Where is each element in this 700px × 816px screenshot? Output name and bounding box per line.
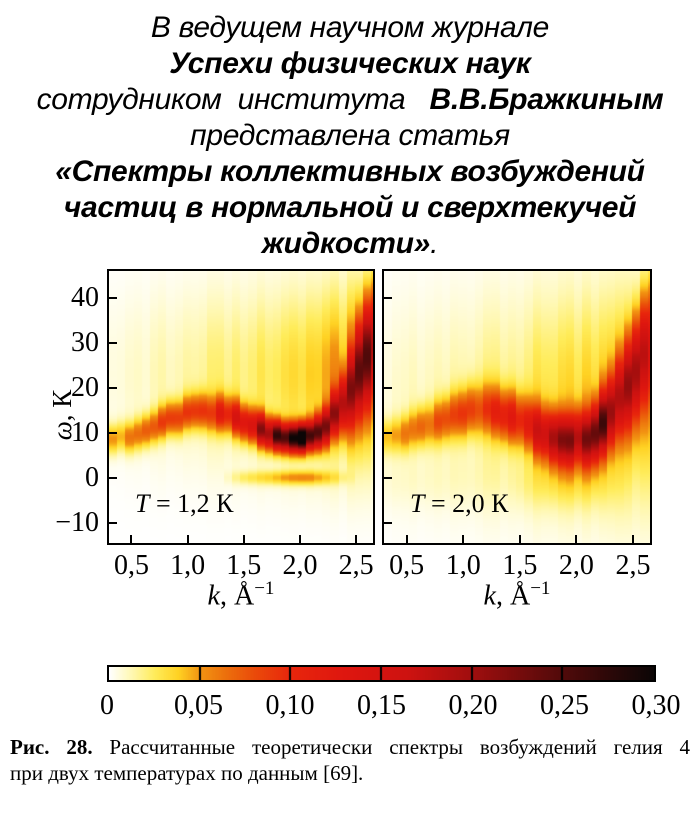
colorbar-tick-label: 0,05 bbox=[174, 690, 223, 721]
x-axis-label-right: k, Å−1 bbox=[382, 578, 652, 612]
header-text-bold: Успехи физических наук bbox=[169, 47, 531, 80]
x-axis-tick bbox=[405, 535, 408, 543]
k-symbol: k bbox=[483, 580, 496, 612]
x-axis-tick bbox=[130, 535, 133, 543]
x-axis-tick bbox=[355, 535, 358, 543]
header-text-bold: В.В.Бражкиным bbox=[429, 83, 664, 116]
colorbar-canvas bbox=[109, 667, 654, 680]
y-axis-tick bbox=[384, 341, 392, 344]
t-value: = 2,0 К bbox=[424, 489, 509, 518]
colorbar-tick-label: 0 bbox=[100, 690, 114, 721]
y-axis-tick bbox=[384, 476, 392, 479]
x-tick-label: 1,0 bbox=[170, 550, 206, 581]
x-axis-unit: , Å bbox=[219, 580, 255, 612]
y-axis-tick bbox=[384, 296, 392, 299]
y-axis-tick bbox=[109, 386, 117, 389]
caption-line-2: при двух температурах по данным [69]. bbox=[10, 761, 364, 785]
header-line: жидкости». bbox=[0, 226, 700, 262]
x-axis-exponent: −1 bbox=[530, 578, 551, 599]
colorbar-tick-label: 0,20 bbox=[448, 690, 498, 721]
header-text-bold: частиц в нормальной и сверхтекучей bbox=[63, 191, 637, 224]
header-text: . bbox=[430, 227, 439, 260]
x-axis-tick bbox=[242, 535, 245, 543]
y-tick-label: 40 bbox=[71, 281, 99, 313]
t-symbol: T bbox=[135, 489, 150, 518]
y-axis-tick bbox=[109, 521, 117, 524]
header-text-bold: «Спектры коллективных возбуждений bbox=[55, 155, 645, 188]
caption-number: Рис. 28. bbox=[10, 735, 93, 759]
x-tick-label: 1,5 bbox=[502, 550, 538, 581]
heatmap-canvas-t1-2k bbox=[109, 271, 373, 543]
t-value: = 1,2 К bbox=[149, 489, 234, 518]
x-axis-tick bbox=[298, 535, 301, 543]
y-axis-tick bbox=[384, 386, 392, 389]
header-text: представлена статья bbox=[190, 119, 510, 152]
header-text: В ведущем научном журнале bbox=[150, 11, 550, 44]
x-tick-label: 1,0 bbox=[445, 550, 481, 581]
y-tick-label: 20 bbox=[71, 371, 99, 403]
article-announcement: В ведущем научном журнале Успехи физическ… bbox=[0, 10, 700, 262]
y-tick-label: 30 bbox=[71, 326, 99, 358]
figure-caption: Рис. 28. Рассчитанные теоретически спект… bbox=[10, 734, 690, 786]
y-tick-label: 0 bbox=[85, 461, 99, 493]
y-axis-tick bbox=[109, 296, 117, 299]
caption-line-1: Рис. 28. Рассчитанные теоретически спект… bbox=[10, 734, 690, 760]
temperature-label-t2-0k: T = 2,0 К bbox=[410, 489, 508, 519]
x-tick-label: 0,5 bbox=[113, 550, 149, 581]
x-axis-tick bbox=[632, 535, 635, 543]
x-tick-label: 2,0 bbox=[282, 550, 318, 581]
colorbar-tick-label: 0,10 bbox=[265, 690, 315, 721]
heatmap-canvas-t2-0k bbox=[384, 271, 650, 543]
y-tick-label: −10 bbox=[55, 506, 99, 538]
x-tick-label: 0,5 bbox=[389, 550, 425, 581]
x-axis-tick bbox=[518, 535, 521, 543]
header-text: сотрудником института bbox=[36, 83, 430, 116]
y-axis-tick bbox=[109, 341, 117, 344]
t-symbol: T bbox=[410, 489, 425, 518]
temperature-label-t1-2k: T = 1,2 К bbox=[135, 489, 233, 519]
x-axis-exponent: −1 bbox=[254, 578, 275, 599]
x-axis-unit: , Å bbox=[495, 580, 531, 612]
y-axis-tick bbox=[384, 431, 392, 434]
header-text-bold: жидкости» bbox=[261, 227, 431, 260]
colorbar-tick-label: 0,25 bbox=[540, 690, 589, 721]
header-line: частиц в нормальной и сверхтекучей bbox=[0, 190, 700, 226]
caption-text-1: Рассчитанные теоретически спектры возбуж… bbox=[92, 735, 691, 759]
header-line: Успехи физических наук bbox=[0, 46, 700, 82]
x-axis-tick bbox=[462, 535, 465, 543]
header-line: сотрудником института В.В.Бражкиным bbox=[0, 82, 700, 118]
x-axis-tick bbox=[575, 535, 578, 543]
x-tick-label: 1,5 bbox=[226, 550, 262, 581]
y-tick-label: 10 bbox=[71, 416, 99, 448]
header-line: «Спектры коллективных возбуждений bbox=[0, 154, 700, 190]
colorbar bbox=[107, 665, 656, 682]
heatmap-panel-t2-0k: T = 2,0 К bbox=[382, 269, 652, 545]
x-tick-label: 2,5 bbox=[338, 550, 374, 581]
x-axis-label-left: k, Å−1 bbox=[107, 578, 375, 612]
y-axis-tick bbox=[109, 431, 117, 434]
x-axis-tick bbox=[186, 535, 189, 543]
header-line: В ведущем научном журнале bbox=[0, 10, 700, 46]
y-axis-tick bbox=[109, 476, 117, 479]
y-axis-tick bbox=[384, 521, 392, 524]
header-line: представлена статья bbox=[0, 118, 700, 154]
k-symbol: k bbox=[207, 580, 220, 612]
heatmap-panel-t1-2k: T = 1,2 К bbox=[107, 269, 375, 545]
colorbar-tick-label: 0,15 bbox=[357, 690, 406, 721]
x-tick-label: 2,0 bbox=[558, 550, 594, 581]
x-tick-label: 2,5 bbox=[615, 550, 651, 581]
colorbar-tick-label: 0,30 bbox=[631, 690, 681, 721]
